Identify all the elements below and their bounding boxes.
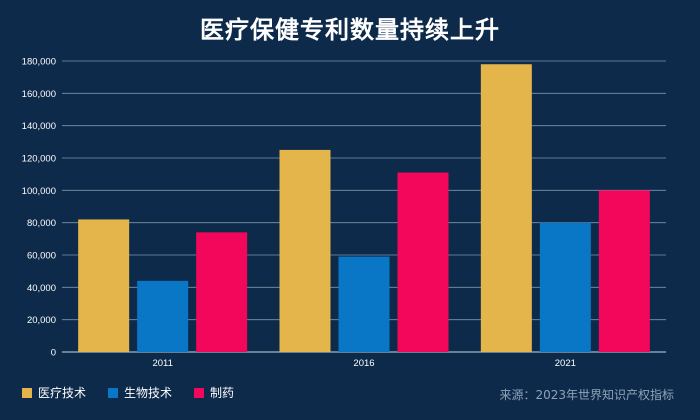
y-tick-label: 120,000 (22, 154, 56, 165)
x-tick-label: 2016 (353, 358, 374, 369)
legend-swatch-medical-tech (22, 387, 32, 398)
y-tick-label: 100,000 (22, 186, 56, 197)
legend-item-pharma: 制药 (194, 384, 234, 401)
legend: 医疗技术 生物技术 制药 (22, 384, 234, 401)
y-tick-label: 80,000 (27, 218, 56, 229)
legend-swatch-pharma (194, 387, 205, 398)
legend-swatch-biotech (108, 387, 119, 398)
bar-2016-0 (279, 149, 331, 352)
legend-label-pharma: 制药 (210, 386, 235, 400)
bar-2011-0 (78, 219, 130, 352)
legend-label-biotech: 生物技术 (124, 386, 173, 400)
y-tick-label: 140,000 (22, 121, 56, 132)
legend-item-biotech: 生物技术 (108, 384, 172, 401)
bar-2021-1 (539, 222, 591, 352)
y-tick-label: 0 (51, 348, 56, 359)
bar-2011-2 (196, 232, 248, 352)
y-tick-label: 180,000 (22, 57, 56, 68)
y-tick-label: 40,000 (27, 283, 56, 294)
y-tick-label: 160,000 (22, 89, 56, 100)
chart-title: 医疗保健专利数量持续上升 (200, 16, 500, 44)
y-tick-label: 60,000 (27, 251, 56, 262)
bar-2016-1 (338, 256, 390, 352)
bar-2016-2 (397, 172, 449, 352)
bar-2021-2 (598, 190, 650, 352)
bar-2011-1 (137, 280, 189, 352)
source-note: 来源：2023年世界知识产权指标 (499, 388, 674, 402)
legend-item-medical-tech: 医疗技术 (22, 384, 86, 401)
legend-label-medical-tech: 医疗技术 (38, 386, 87, 400)
x-tick-label: 2011 (152, 358, 172, 369)
x-tick-label: 2021 (555, 358, 576, 369)
y-tick-label: 20,000 (27, 315, 56, 326)
bar-2021-0 (480, 64, 532, 352)
